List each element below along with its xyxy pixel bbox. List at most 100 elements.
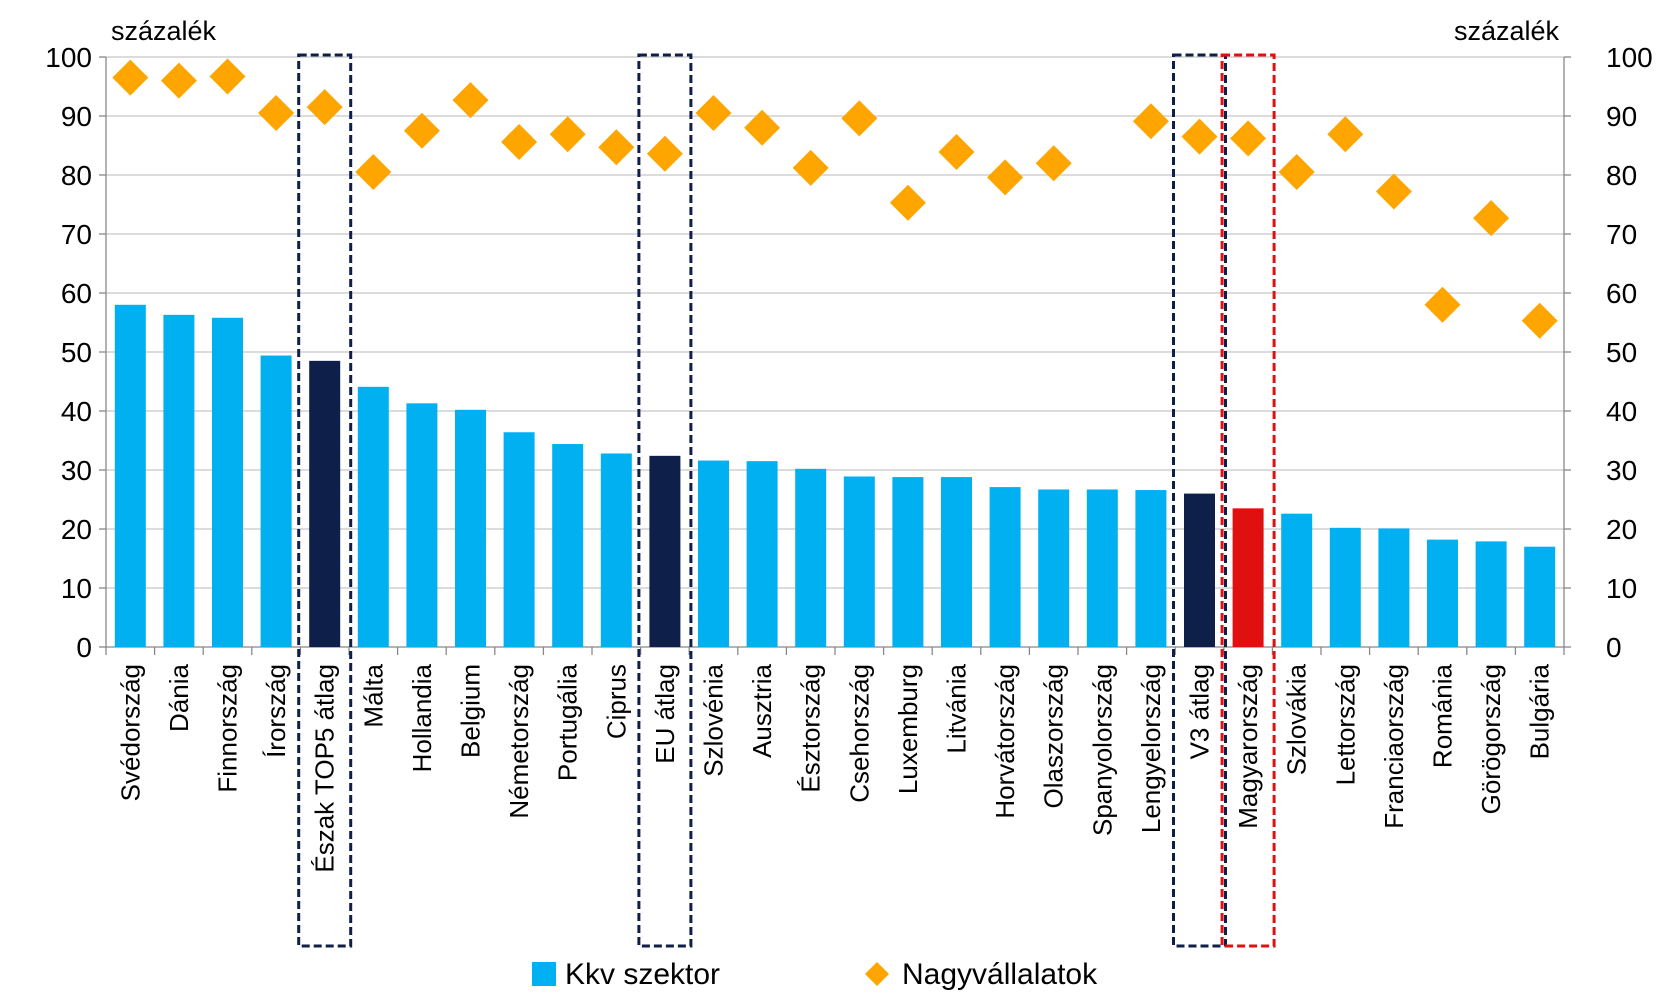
y-tick-label-right: 70 [1606, 219, 1637, 250]
x-category-label: Románia [1428, 663, 1458, 768]
x-category-label: Horvátország [990, 664, 1020, 819]
bar-kkv [698, 460, 729, 647]
bar-kkv [357, 386, 389, 647]
y-tick-label-right: 80 [1606, 160, 1637, 191]
marker-nagyvallalatok [160, 62, 197, 99]
marker-nagyvallalatok [1424, 286, 1461, 323]
x-category-label: Szlovákia [1282, 663, 1312, 775]
x-category-label: Lettország [1330, 664, 1360, 785]
x-category-label: Észtország [796, 664, 826, 793]
marker-nagyvallalatok [841, 100, 878, 137]
y-tick-label-right: 50 [1606, 337, 1637, 368]
bar-kkv [1281, 513, 1313, 647]
y-tick-label-left: 20 [61, 514, 92, 545]
y-tick-label-left: 60 [61, 278, 92, 309]
y-tick-label-left: 30 [61, 455, 92, 486]
y-tick-label-right: 90 [1606, 101, 1637, 132]
bar-kkv [1086, 489, 1118, 647]
marker-nagyvallalatok [1278, 154, 1315, 191]
x-category-label: Finnország [213, 664, 243, 793]
bar-kkv [1329, 527, 1361, 647]
y-tick-label-left: 50 [61, 337, 92, 368]
marker-nagyvallalatok [744, 109, 781, 146]
tick-labels: 0 0 10 10 20 20 30 30 40 40 50 50 60 60 70 70 80 80 90 90 10… [45, 42, 1652, 873]
marker-nagyvallalatok [355, 154, 392, 191]
y-tick-label-right: 30 [1606, 455, 1637, 486]
x-category-label: Bulgária [1525, 663, 1555, 759]
marker-nagyvallalatok [1473, 200, 1510, 237]
bar-kkv [406, 403, 438, 647]
marker-nagyvallalatok [501, 123, 538, 160]
legend: Kkv szektor Nagyvállalatok [532, 958, 1098, 991]
y-tick-label-right: 10 [1606, 573, 1637, 604]
marker-nagyvallalatok [403, 112, 440, 149]
bar-kkv [1232, 508, 1264, 647]
marker-nagyvallalatok [598, 129, 635, 166]
y-tick-label-right: 20 [1606, 514, 1637, 545]
x-category-label: Spanyolország [1087, 664, 1117, 836]
bar-kkv [212, 317, 243, 647]
highlight-boxes [297, 53, 1276, 948]
x-category-label: Portugália [553, 663, 583, 781]
bar-kkv [1475, 541, 1507, 647]
bar-kkv [795, 468, 827, 647]
x-category-label: Németország [504, 664, 534, 819]
markers-nagyvallalatok [112, 58, 1558, 339]
axes [99, 56, 1571, 655]
bar-kkv [1524, 546, 1556, 647]
y-tick-label-right: 0 [1606, 632, 1622, 663]
legend-kkv-swatch [532, 962, 556, 986]
marker-nagyvallalatok [1230, 120, 1267, 157]
marker-nagyvallalatok [306, 89, 343, 126]
bar-kkv [455, 409, 486, 647]
y-tick-label-right: 100 [1606, 42, 1653, 73]
bar-kkv [114, 304, 146, 647]
gridlines [106, 56, 1564, 589]
marker-nagyvallalatok [1327, 116, 1364, 153]
x-category-label: Szlovénia [699, 663, 729, 776]
y-tick-label-left: 90 [61, 101, 92, 132]
marker-nagyvallalatok [938, 133, 975, 170]
y-unit-right: százalék [1454, 16, 1560, 46]
bar-kkv [309, 360, 341, 647]
x-category-label: Ciprus [601, 664, 631, 739]
highlight-box [1172, 53, 1227, 948]
marker-nagyvallalatok [987, 159, 1024, 196]
legend-nagyvallalatok-label: Nagyvállalatok [902, 958, 1098, 991]
bar-kkv [163, 314, 195, 647]
marker-nagyvallalatok [549, 116, 586, 153]
x-category-label: Olaszország [1039, 664, 1069, 809]
bar-kkv [649, 455, 681, 647]
marker-nagyvallalatok [695, 95, 732, 132]
y-tick-label-left: 80 [61, 160, 92, 191]
x-category-label: Svédország [115, 664, 145, 801]
marker-nagyvallalatok [1132, 103, 1169, 140]
bar-kkv [503, 432, 535, 647]
marker-nagyvallalatok [646, 135, 683, 172]
x-category-label: Lengyelország [1136, 664, 1166, 833]
highlight-box [1220, 53, 1276, 948]
marker-nagyvallalatok [792, 149, 829, 186]
highlight-box [297, 53, 353, 948]
x-category-label: Litvánia [942, 663, 972, 753]
y-tick-label-left: 40 [61, 396, 92, 427]
x-category-label: Észak TOP5 átlag [310, 664, 340, 873]
x-category-label: EU átlag [650, 664, 680, 764]
x-category-label: Ausztria [747, 663, 777, 757]
x-category-label: Hollandia [407, 663, 437, 772]
y-unit-left: százalék [111, 16, 217, 46]
x-category-label: Franciaország [1379, 664, 1409, 829]
x-category-label: Magyarország [1233, 664, 1263, 829]
bar-kkv [843, 476, 875, 647]
bar-kkv [892, 477, 924, 647]
marker-nagyvallalatok [1521, 302, 1558, 339]
x-category-label: Málta [358, 663, 388, 727]
bar-kkv [941, 477, 972, 647]
marker-nagyvallalatok [258, 95, 295, 132]
y-tick-label-left: 10 [61, 573, 92, 604]
marker-nagyvallalatok [452, 82, 489, 119]
legend-kkv-label: Kkv szektor [565, 958, 720, 991]
marker-nagyvallalatok [889, 184, 926, 221]
marker-nagyvallalatok [1181, 118, 1218, 155]
